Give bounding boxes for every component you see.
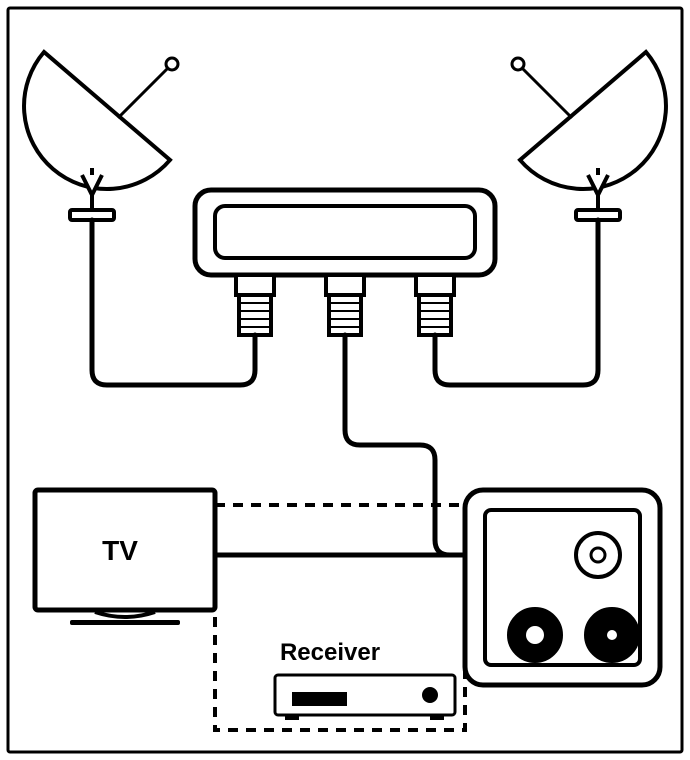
receiver-label: Receiver [280, 639, 380, 666]
wiring-diagram: TV Receiver [0, 0, 690, 760]
tv-label: TV [102, 535, 138, 566]
wall-outlet-icon [465, 490, 660, 685]
switch-box-icon [195, 190, 495, 335]
receiver-icon [275, 675, 455, 720]
